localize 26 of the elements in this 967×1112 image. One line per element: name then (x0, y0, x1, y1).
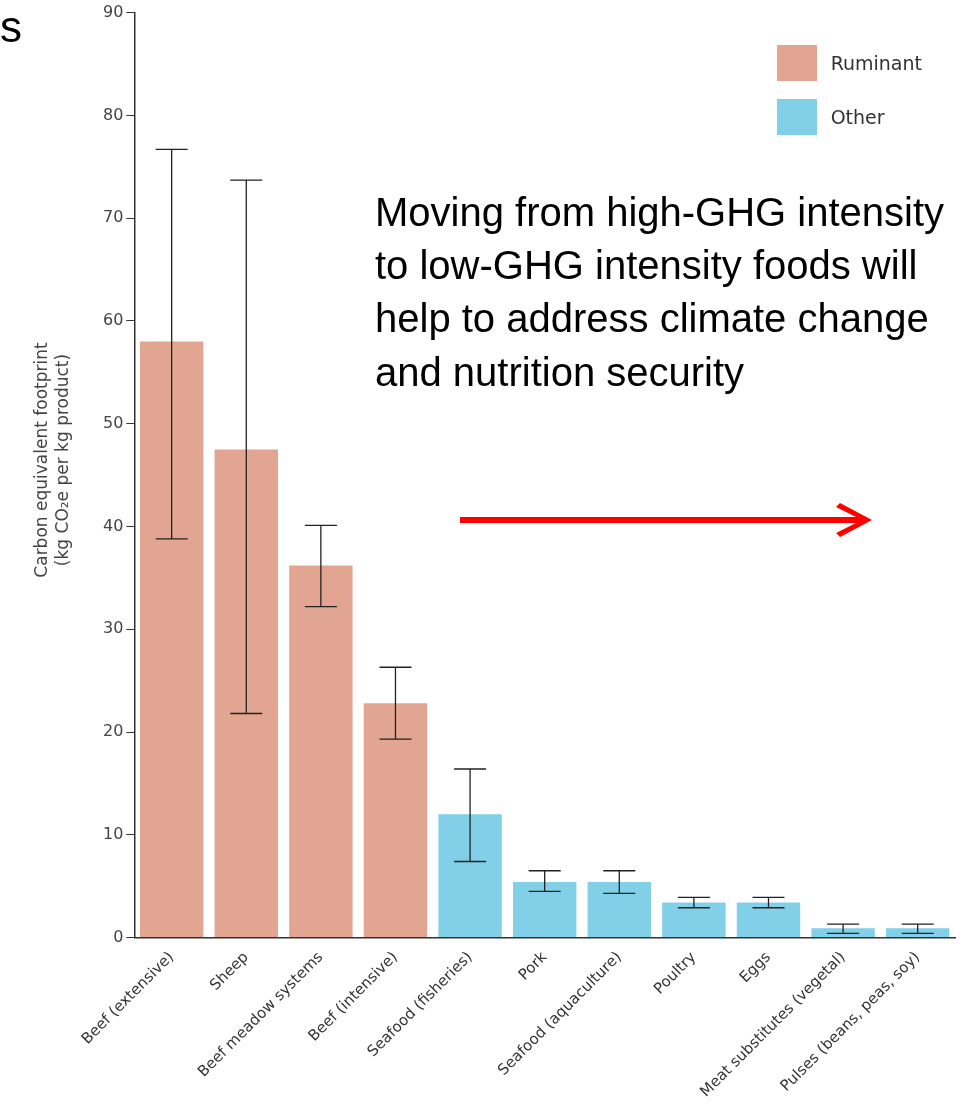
y-tick-label: 80 (103, 104, 124, 124)
bar (289, 565, 353, 938)
y-tick-label: 30 (103, 618, 124, 638)
legend-label: Other (830, 106, 885, 128)
y-tick-label: 90 (103, 1, 124, 21)
y-tick-label: 50 (103, 412, 124, 432)
bar (811, 928, 875, 938)
y-tick-label: 20 (103, 721, 124, 741)
bar (214, 449, 278, 938)
y-tick-label: 0 (113, 926, 124, 946)
bar (736, 902, 801, 938)
legend-label: Ruminant (830, 52, 922, 74)
bar (438, 814, 502, 938)
annotation: Moving from high-GHG intensity to low-GHG intensity foods will help to address climate change and nutrition security (375, 189, 946, 396)
y-axis-title: Carbon equivalent footprint (kg CO₂e per kg product) (30, 341, 73, 580)
bar (662, 902, 726, 938)
bar (587, 882, 651, 938)
y-tick-label: 70 (103, 207, 124, 227)
bar (885, 928, 950, 938)
text: s (0, 2, 22, 52)
y-tick-label: 10 (103, 823, 124, 843)
bar (139, 341, 204, 938)
bar (512, 882, 577, 938)
y-tick-label: 40 (103, 515, 124, 535)
y-tick-label: 60 (103, 310, 124, 330)
bar (363, 703, 428, 938)
